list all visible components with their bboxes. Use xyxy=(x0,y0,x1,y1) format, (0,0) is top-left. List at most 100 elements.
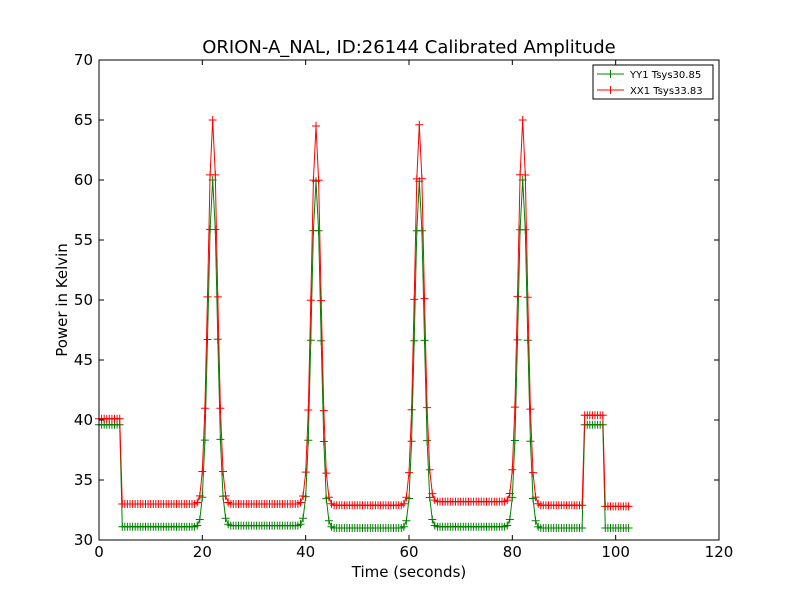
data-point-xx1 xyxy=(319,406,328,415)
data-point-xx1 xyxy=(219,467,227,476)
data-point-xx1 xyxy=(299,492,308,500)
data-point-xx1 xyxy=(521,171,530,179)
data-point-xx1 xyxy=(417,174,426,183)
data-point-yy1 xyxy=(314,226,323,235)
data-point-yy1 xyxy=(523,336,532,345)
data-point-yy1 xyxy=(503,521,512,530)
data-point-xx1 xyxy=(526,405,535,414)
x-tick-label: 40 xyxy=(296,543,315,561)
y-tick-label: 35 xyxy=(74,471,93,489)
x-axis-label: Time (seconds) xyxy=(351,563,467,581)
legend-label-yy1: YY1 Tsys30.85 xyxy=(629,70,701,81)
data-point-xx1 xyxy=(211,170,220,179)
y-tick-label: 50 xyxy=(74,291,93,309)
data-point-yy1 xyxy=(306,336,315,345)
data-point-xx1 xyxy=(503,496,512,505)
data-point-xx1 xyxy=(523,293,532,302)
data-point-yy1 xyxy=(216,435,225,444)
y-tick-label: 45 xyxy=(74,351,93,369)
y-axis-label: Power in Kelvin xyxy=(53,243,71,357)
data-point-yy1 xyxy=(508,493,517,502)
data-point-yy1 xyxy=(211,225,220,234)
data-point-xx1 xyxy=(624,502,633,511)
data-point-xx1 xyxy=(317,296,326,305)
data-point-yy1 xyxy=(578,524,587,532)
y-tick-label: 55 xyxy=(74,231,93,249)
data-point-xx1 xyxy=(598,411,607,420)
data-point-xx1 xyxy=(402,493,411,502)
x-tick-label: 0 xyxy=(94,543,104,561)
data-point-xx1 xyxy=(322,469,331,478)
data-point-yy1 xyxy=(317,336,326,345)
data-point-yy1 xyxy=(428,515,437,524)
chart-title: ORION-A_NAL, ID:26144 Calibrated Amplitu… xyxy=(202,37,615,58)
data-point-xx1 xyxy=(505,489,514,498)
data-point-xx1 xyxy=(410,295,419,304)
data-point-yy1 xyxy=(402,516,411,525)
data-point-yy1 xyxy=(521,225,530,234)
x-tick-label: 100 xyxy=(601,543,630,561)
data-point-yy1 xyxy=(423,436,432,445)
data-point-xx1 xyxy=(407,405,416,414)
data-point-xx1 xyxy=(193,498,202,507)
data-point-yy1 xyxy=(193,521,202,530)
y-tick-label: 65 xyxy=(74,111,93,129)
data-point-xx1 xyxy=(213,292,222,301)
legend-box xyxy=(592,64,714,100)
plot-frame xyxy=(98,59,720,541)
data-point-xx1 xyxy=(405,468,413,477)
data-point-xx1 xyxy=(216,404,225,413)
data-point-xx1 xyxy=(304,406,313,414)
data-point-yy1 xyxy=(624,524,633,532)
data-point-yy1 xyxy=(510,436,519,445)
legend-marker-xx1 xyxy=(606,86,615,94)
y-tick-label: 70 xyxy=(74,51,93,69)
ticks-layer: 0 20 40 60 80 100 120 30 35 40 45 50 55 60 65 70 xyxy=(74,51,733,561)
data-point-yy1 xyxy=(296,520,305,529)
data-point-xx1 xyxy=(301,468,310,477)
data-point-yy1 xyxy=(399,522,408,531)
data-point-yy1 xyxy=(410,336,419,345)
x-tick-label: 120 xyxy=(705,543,734,561)
data-point-xx1 xyxy=(198,467,207,476)
data-point-xx1 xyxy=(510,403,519,412)
data-point-xx1 xyxy=(208,116,217,124)
data-point-xx1 xyxy=(296,498,305,507)
data-point-yy1 xyxy=(324,516,333,525)
legend-label-xx1: XX1 Tsys33.83 xyxy=(630,86,703,97)
data-point-xx1 xyxy=(314,176,323,185)
data-point-xx1 xyxy=(324,493,333,502)
y-tick-label: 60 xyxy=(74,171,93,189)
data-point-yy1 xyxy=(195,515,204,524)
y-tick-label: 30 xyxy=(74,531,93,549)
data-point-yy1 xyxy=(407,437,416,446)
x-tick-label: 80 xyxy=(503,543,522,561)
data-point-yy1 xyxy=(531,516,540,525)
data-point-yy1 xyxy=(505,515,514,524)
data-point-yy1 xyxy=(526,437,535,446)
data-point-xx1 xyxy=(529,468,537,477)
data-point-xx1 xyxy=(415,120,424,129)
y-tick-label: 40 xyxy=(74,411,93,429)
data-point-yy1 xyxy=(420,336,429,345)
data-point-xx1 xyxy=(312,122,320,130)
data-point-yy1 xyxy=(200,436,209,445)
data-point-xx1 xyxy=(531,493,540,502)
x-tick-label: 60 xyxy=(399,543,418,561)
data-point-xx1 xyxy=(221,491,230,500)
data-point-xx1 xyxy=(508,465,517,474)
legend: YY1 Tsys30.85 XX1 Tsys33.83 xyxy=(592,64,714,100)
data-point-yy1 xyxy=(203,335,212,344)
data-point-xx1 xyxy=(513,292,522,301)
legend-marker-yy1 xyxy=(606,70,615,78)
data-point-xx1 xyxy=(115,414,124,423)
data-point-xx1 xyxy=(399,499,408,508)
data-point-yy1 xyxy=(304,436,313,445)
data-point-yy1 xyxy=(319,437,328,446)
data-point-yy1 xyxy=(213,335,222,344)
data-point-xx1 xyxy=(420,294,429,303)
data-point-xx1 xyxy=(203,292,212,301)
data-point-yy1 xyxy=(417,226,426,235)
data-point-yy1 xyxy=(299,514,308,523)
